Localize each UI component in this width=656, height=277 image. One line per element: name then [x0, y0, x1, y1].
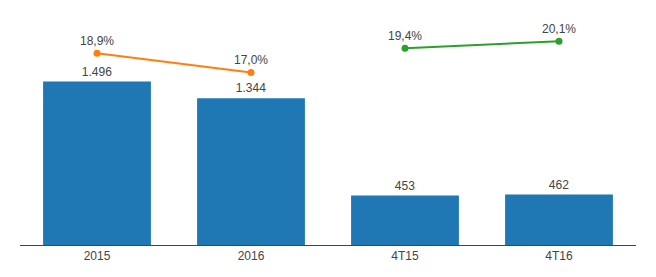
svg-text:453: 453	[395, 179, 415, 193]
svg-text:17,0%: 17,0%	[234, 53, 268, 67]
svg-text:18,9%: 18,9%	[80, 34, 114, 48]
svg-text:4T16: 4T16	[545, 249, 573, 263]
svg-text:4T15: 4T15	[391, 249, 419, 263]
svg-text:1.344: 1.344	[236, 81, 266, 95]
svg-text:2015: 2015	[84, 249, 111, 263]
svg-text:1.496: 1.496	[82, 65, 112, 79]
svg-text:462: 462	[549, 178, 569, 192]
svg-text:19,4%: 19,4%	[388, 29, 422, 43]
svg-text:2016: 2016	[238, 249, 265, 263]
svg-text:20,1%: 20,1%	[542, 22, 576, 36]
